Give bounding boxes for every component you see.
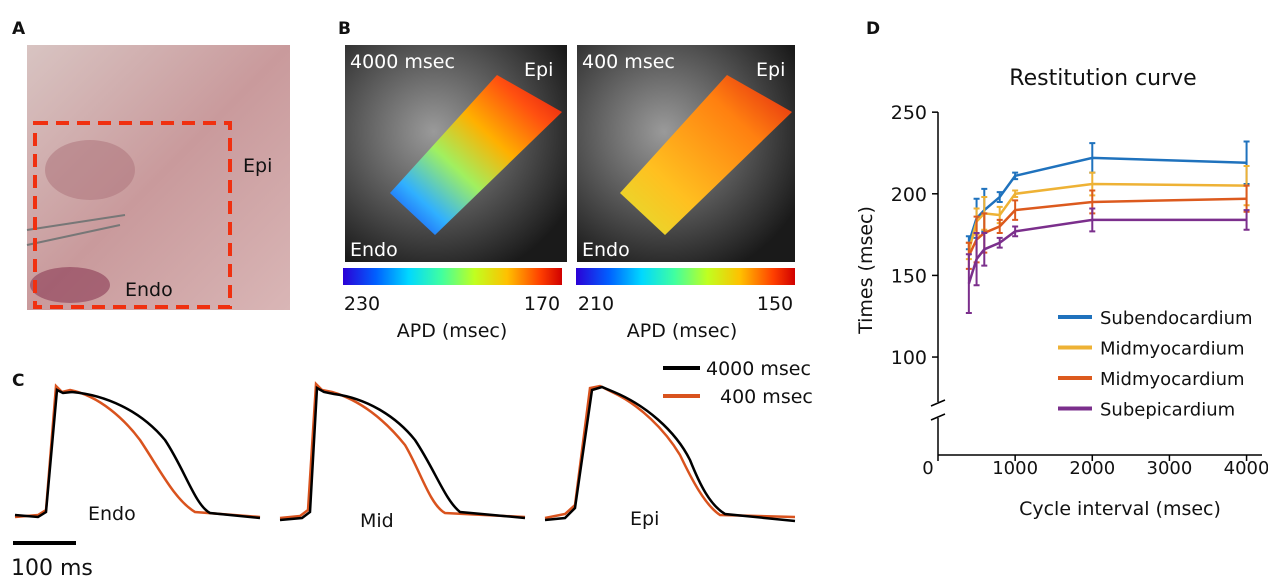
legend-label: 400 msec	[720, 386, 813, 408]
chart: Restitution curve 100 150 200 250 0 1000 2000 30…	[855, 66, 1268, 520]
x-axis-label: Cycle interval (msec)	[1019, 498, 1221, 520]
colorbar-tick: 210	[578, 293, 614, 315]
x-tick-label: 0	[922, 458, 933, 479]
error-bar	[981, 231, 988, 267]
error-bar	[1243, 209, 1250, 231]
x-tick-label: 1000	[992, 458, 1038, 479]
photo-detail	[30, 267, 110, 303]
error-bar	[1089, 207, 1096, 233]
panel-label: D	[866, 19, 880, 39]
photo-detail	[45, 140, 135, 200]
error-bar	[973, 231, 980, 287]
map: 400 msec Epi Endo 210 150 APD (msec)	[576, 45, 795, 342]
series-line	[967, 218, 1247, 284]
error-bar	[1012, 225, 1019, 238]
y-axis-label: Times (msec)	[855, 206, 877, 335]
series-line	[967, 182, 1247, 252]
y-tick-label: 250	[891, 102, 927, 124]
map-label: 4000 msec	[350, 51, 455, 73]
map-label: Epi	[524, 59, 553, 81]
panel-label: A	[12, 19, 26, 39]
trace-label: Endo	[88, 503, 136, 525]
map: 4000 msec Epi Endo 230 170 APD (msec)	[343, 45, 567, 342]
error-bar	[1012, 199, 1019, 221]
trace	[279, 381, 526, 520]
trace-label: Epi	[630, 508, 659, 530]
trace-label: Mid	[360, 510, 394, 532]
legend-label: Subendocardium	[1100, 308, 1253, 329]
chart-title: Restitution curve	[1009, 66, 1196, 91]
photo-label: Endo	[125, 279, 173, 301]
trace	[279, 385, 526, 522]
error-bar	[996, 236, 1003, 249]
map-label: Epi	[756, 59, 785, 81]
colorbar-label: APD (msec)	[627, 320, 738, 342]
traces	[14, 381, 796, 523]
error-bar	[996, 191, 1003, 203]
colorbar-tick: 150	[757, 293, 793, 315]
legend-label: 4000 msec	[706, 358, 811, 380]
legend-label: Midmyocardium	[1100, 339, 1245, 360]
colorbar-label: APD (msec)	[397, 320, 508, 342]
error-bar	[1012, 189, 1019, 199]
photo-detail	[26, 214, 126, 246]
x-tick-label: 3000	[1147, 458, 1193, 479]
y-tick-label: 150	[891, 265, 927, 287]
map-label: 400 msec	[582, 51, 675, 73]
map-label: Endo	[350, 239, 398, 261]
trace	[544, 385, 796, 523]
panel-label: B	[338, 19, 351, 39]
colorbar	[576, 268, 795, 285]
apd-map	[620, 75, 792, 235]
error-bar	[1012, 171, 1019, 181]
y-tick-label: 200	[891, 184, 927, 206]
panel-label: C	[12, 371, 24, 391]
series-line	[967, 197, 1247, 257]
error-bar	[996, 218, 1003, 234]
error-bar	[965, 253, 972, 314]
apd-map	[390, 75, 562, 235]
x-tick-label: 4000	[1224, 458, 1268, 479]
axis-break	[930, 399, 946, 421]
scale-bar-label: 100 ms	[11, 556, 93, 579]
x-tick-label: 2000	[1069, 458, 1115, 479]
map-label: Endo	[582, 239, 630, 261]
y-tick-label: 100	[891, 347, 927, 369]
trace	[14, 388, 261, 520]
colorbar-tick: 230	[344, 293, 380, 315]
legend-label: Subepicardium	[1100, 400, 1235, 421]
colorbar	[343, 268, 562, 285]
trace	[14, 383, 261, 519]
colorbar-tick: 170	[524, 293, 560, 315]
legend: 4000 msec 400 msec	[663, 358, 813, 408]
legend-label: Midmyocardium	[1100, 369, 1245, 390]
photo-label: Epi	[243, 155, 272, 177]
